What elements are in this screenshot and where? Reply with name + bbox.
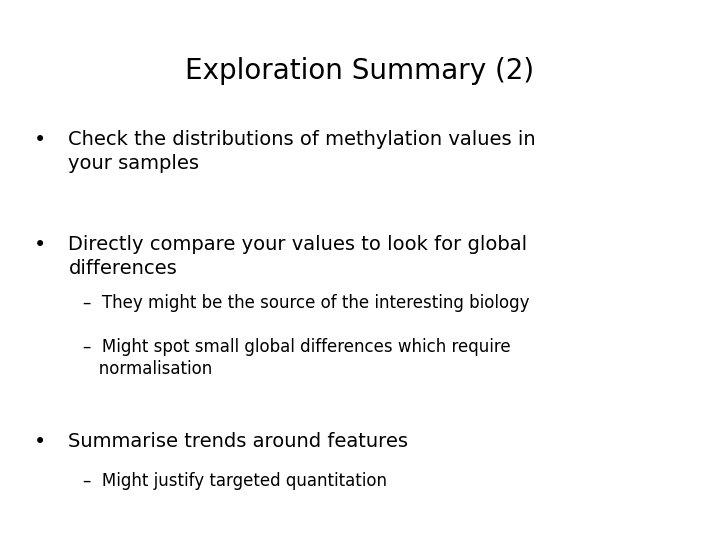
Text: •: • <box>33 130 46 150</box>
Text: –  Might spot small global differences which require
   normalisation: – Might spot small global differences wh… <box>83 338 510 379</box>
Text: Check the distributions of methylation values in
your samples: Check the distributions of methylation v… <box>68 130 536 173</box>
Text: •: • <box>33 432 46 452</box>
Text: –  They might be the source of the interesting biology: – They might be the source of the intere… <box>83 294 529 312</box>
Text: •: • <box>33 235 46 255</box>
Text: Exploration Summary (2): Exploration Summary (2) <box>186 57 534 85</box>
Text: –  Might justify targeted quantitation: – Might justify targeted quantitation <box>83 472 387 490</box>
Text: Summarise trends around features: Summarise trends around features <box>68 432 408 451</box>
Text: Directly compare your values to look for global
differences: Directly compare your values to look for… <box>68 235 528 278</box>
